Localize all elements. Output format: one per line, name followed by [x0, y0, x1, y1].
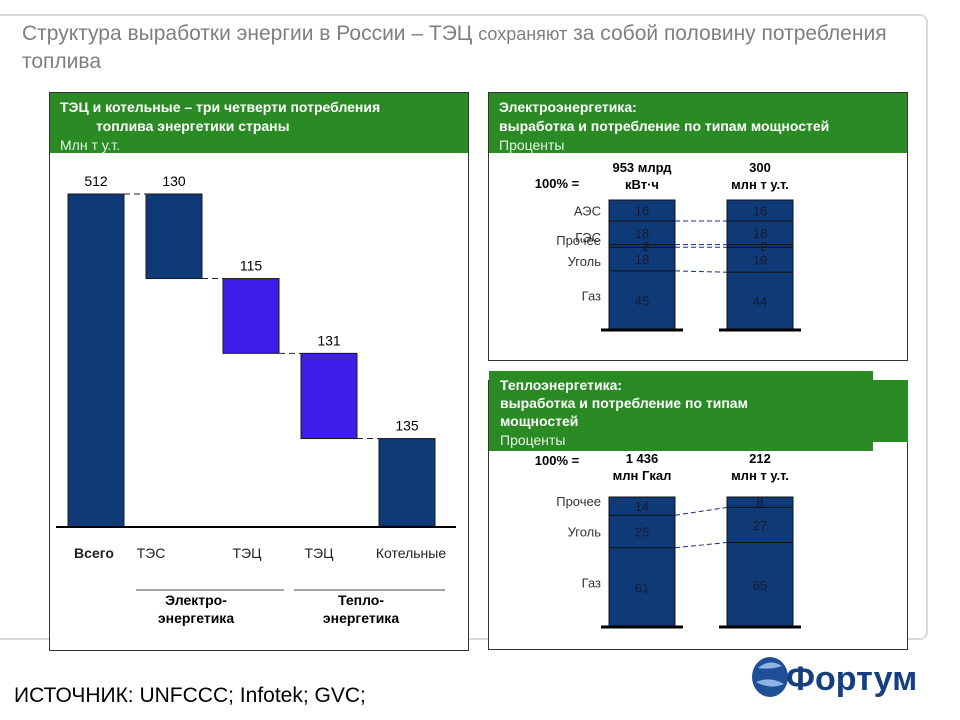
stacked-bar: [726, 199, 794, 331]
stacked-connector: [674, 270, 728, 273]
stacked-segment-value: 2: [760, 239, 767, 254]
stacked-bar: [608, 496, 676, 628]
electro-panel: Электроэнергетика: выработка и потреблен…: [488, 92, 908, 361]
stacked-category-label: 1 436: [626, 451, 659, 466]
stacked-segment-value: 18: [635, 226, 649, 241]
stacked-segment-value: 27: [753, 518, 767, 533]
heat-header-tab: [872, 380, 908, 442]
stacked-category-label: 300: [749, 160, 771, 175]
stacked-connector: [674, 542, 728, 549]
waterfall-bar: [378, 438, 436, 527]
fortum-logo-mark: Фортум: [752, 657, 917, 698]
stacked-segment-value: 45: [635, 293, 649, 308]
stacked-total-label: 100% =: [535, 176, 580, 191]
group-label-heat-line1: Тепло-: [338, 592, 384, 608]
source-note: ИСТОЧНИК: UNFCCC; Infotek; GVC;: [14, 684, 366, 707]
waterfall-bar: [145, 193, 203, 280]
waterfall-header-line2: топлива энергетики страны: [96, 118, 290, 134]
stacked-series-label: ГЭС: [575, 230, 601, 245]
stacked-series-label: Уголь: [568, 524, 602, 539]
waterfall-category-label: ТЭЦ: [233, 545, 263, 561]
stacked-connector: [674, 506, 728, 516]
waterfall-panel: ТЭЦ и котельные – три четверти потреблен…: [49, 92, 469, 651]
waterfall-category-label: Всего: [74, 545, 114, 561]
stacked-series-label: Уголь: [568, 254, 602, 269]
stacked-segment-value: 18: [753, 226, 767, 241]
stacked-series-label: Прочее: [556, 233, 601, 248]
heat-header-line3: мощностей: [500, 413, 579, 429]
stacked-segment-value: 18: [635, 252, 649, 267]
stacked-series-label: Газ: [582, 575, 601, 590]
stacked-bar: [726, 496, 794, 628]
fortum-logo: Фортум: [748, 654, 930, 700]
stacked-category-label: млн Гкал: [613, 468, 672, 483]
stacked-category-label: млн т у.т.: [731, 468, 789, 483]
waterfall-unit: Млн т у.т.: [60, 137, 120, 153]
waterfall-chart: 512 130 115 131 135 Всего ТЭС ТЭЦ ТЭЦ Котельные Эл…: [56, 173, 456, 626]
electro-panel-header: Электроэнергетика: выработка и потреблен…: [489, 93, 907, 153]
waterfall-value-label: 131: [317, 332, 341, 348]
waterfall-value-label: 130: [162, 173, 186, 189]
stacked-category-label: кВт·ч: [625, 177, 659, 192]
stacked-segment-value: 61: [635, 580, 649, 595]
waterfall-panel-header: ТЭЦ и котельные – три четверти потреблен…: [50, 93, 468, 153]
heat-header-line2: выработка и потребление по типам: [500, 395, 748, 411]
waterfall-value-label: 115: [240, 258, 263, 274]
stacked-category-label: 212: [749, 451, 771, 466]
waterfall-bar: [222, 278, 280, 354]
stacked-segment-value: 2: [642, 239, 649, 254]
stacked-series-label: Прочее: [556, 494, 601, 509]
stacked-series-label: Газ: [582, 288, 601, 303]
stacked-segment-value: 44: [753, 294, 767, 309]
logo-text: Фортум: [786, 660, 917, 698]
stacked-segment-value: 8: [756, 495, 763, 510]
group-label-heat-line2: энергетика: [323, 610, 399, 626]
stacked-segment-value: 16: [753, 204, 767, 219]
heat-unit: Проценты: [500, 432, 566, 448]
stacked-bar: [608, 199, 676, 331]
waterfall-category-label: Котельные: [376, 545, 446, 561]
waterfall-header-line1: ТЭЦ и котельные – три четверти потреблен…: [60, 99, 381, 115]
stacked-segment-value: 14: [635, 499, 649, 514]
group-label-electro-line2: энергетика: [158, 610, 234, 626]
waterfall-category-label: ТЭС: [137, 545, 166, 561]
stacked-category-label: 953 млрд: [612, 160, 672, 175]
group-label-electro-line1: Электро-: [165, 592, 227, 608]
waterfall-category-label: ТЭЦ: [305, 545, 335, 561]
stacked-segment-value: 16: [635, 204, 649, 219]
page-title: Структура выработки энергии в России – Т…: [22, 22, 887, 73]
stacked-total-label: 100% =: [535, 453, 580, 468]
electro-header-line2: выработка и потребление по типам мощност…: [499, 118, 830, 134]
waterfall-value-label: 512: [84, 173, 108, 189]
stacked-segment-value: 65: [753, 578, 767, 593]
heat-panel-header: Теплоэнергетика: выработка и потребление…: [490, 372, 872, 450]
stacked-segment-value: 25: [635, 524, 649, 539]
waterfall-bar: [300, 352, 358, 440]
stacked-category-label: млн т у.т.: [731, 177, 789, 192]
electro-header-line1: Электроэнергетика:: [499, 99, 637, 115]
stacked-segment-value: 19: [753, 253, 767, 268]
waterfall-bar: [67, 193, 125, 528]
heat-stacked-chart: 100% = 1 436 млн Гкал 212 млн т у.т. 61 25 14 65…: [535, 451, 801, 629]
heat-header-line1: Теплоэнергетика:: [500, 377, 623, 393]
waterfall-value-label: 135: [395, 418, 419, 434]
stacked-series-label: АЭС: [574, 204, 601, 219]
electro-unit: Проценты: [499, 137, 565, 153]
